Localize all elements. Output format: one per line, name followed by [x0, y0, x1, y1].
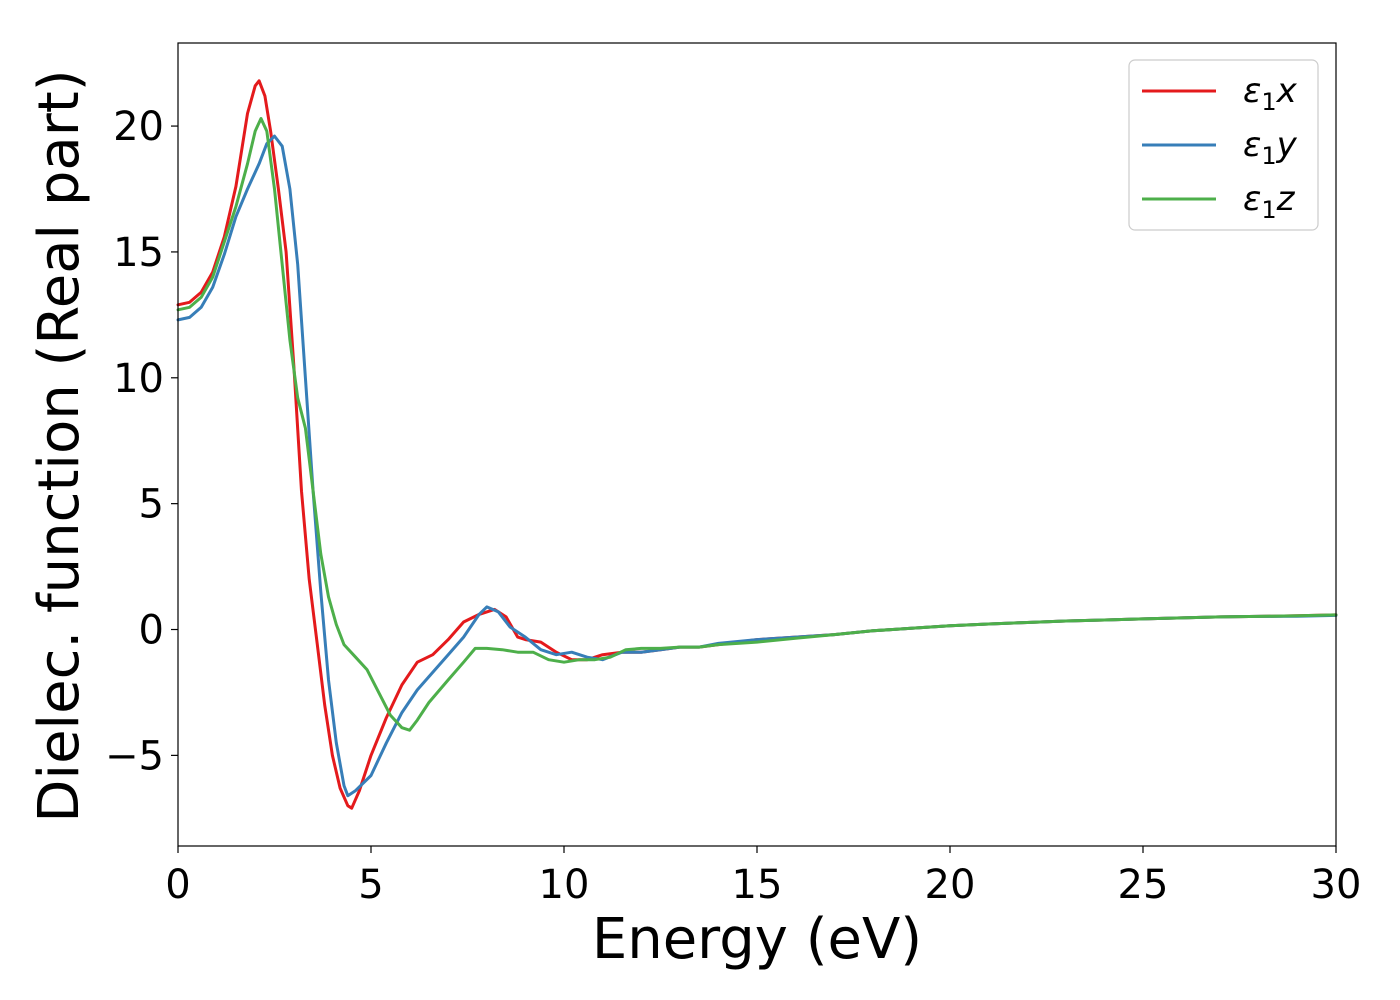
- x-axis-ticks: 0 5 10 15 20 25 30: [165, 846, 1361, 908]
- x-axis-label: Energy (eV): [592, 907, 922, 972]
- x-tick-label: 10: [539, 862, 590, 908]
- x-tick-label: 30: [1311, 862, 1362, 908]
- legend-label-z: ε1z: [1243, 179, 1296, 224]
- y-axis-ticks: −5 0 5 10 15 20: [105, 104, 178, 779]
- legend-label-y: ε1y: [1243, 125, 1298, 170]
- x-tick-label: 25: [1118, 862, 1169, 908]
- x-tick-label: 15: [732, 862, 783, 908]
- y-axis-label: Dielec. function (Real part): [27, 69, 92, 822]
- y-tick-label: 0: [139, 608, 164, 654]
- y-tick-label: −5: [105, 733, 164, 779]
- series-line-y: [176, 134, 1338, 798]
- x-tick-label: 0: [165, 862, 190, 908]
- x-tick-label: 5: [358, 862, 383, 908]
- series-line-z: [176, 117, 1338, 732]
- legend-box: [1128, 59, 1319, 231]
- y-tick-label: 20: [113, 104, 164, 150]
- y-tick-label: 10: [113, 356, 164, 402]
- legend: ε1x ε1y ε1z: [1128, 59, 1319, 231]
- series-group: [176, 79, 1338, 810]
- x-tick-label: 20: [925, 862, 976, 908]
- y-tick-label: 5: [139, 482, 164, 528]
- legend-label-x: ε1x: [1243, 71, 1298, 116]
- y-tick-label: 15: [113, 230, 164, 276]
